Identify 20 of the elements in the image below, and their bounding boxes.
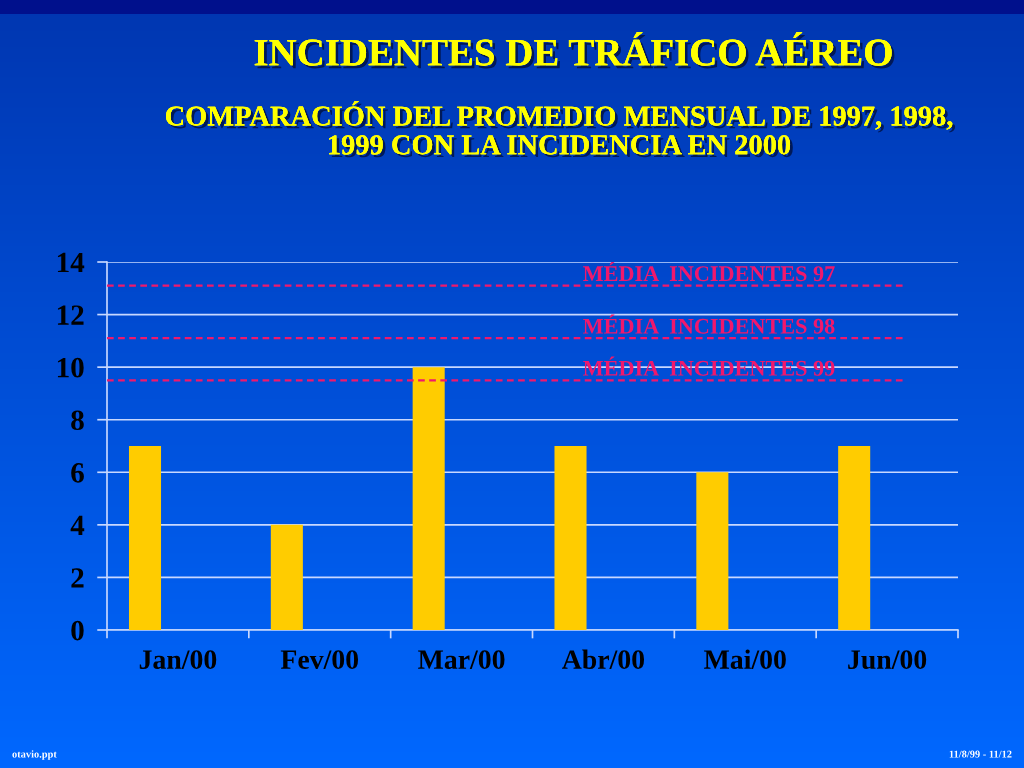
text: 11/8/99 - 11/12 [949, 750, 1012, 758]
text: otavio.ppt [12, 750, 57, 760]
x-tick-label: Mai/00 [704, 649, 786, 669]
ref-line-label: MÉDIA INCIDENTES 97 [583, 261, 835, 282]
ref-line-label: MÉDIA INCIDENTES 98 [583, 314, 835, 334]
x-tick-label: Jan/00 [139, 650, 217, 669]
y-tick-label: 14 [57, 252, 85, 273]
x-tick-label: Abr/00 [562, 649, 645, 669]
y-tick-label: 10 [57, 357, 84, 378]
y-tick-label: 8 [71, 410, 84, 431]
y-tick-label: 4 [70, 515, 85, 535]
x-tick-label: Fev/00 [280, 650, 359, 669]
x-tick-label: Mar/00 [418, 650, 505, 669]
y-tick-label: 0 [71, 620, 84, 641]
y-tick-label: 6 [71, 463, 84, 483]
chart-subtitle: COMPARACIÓN DEL PROMEDIO MENSUAL DE 1997, 1998, 1999 CON LA INCIDENCIA EN 2000 [165, 101, 956, 158]
chart-title: INCIDENTES DE TRÁFICO AÉREO [254, 32, 895, 69]
y-tick-label: 12 [57, 305, 84, 325]
x-tick-label: Jun/00 [848, 650, 927, 670]
y-tick-label: 2 [71, 568, 84, 588]
